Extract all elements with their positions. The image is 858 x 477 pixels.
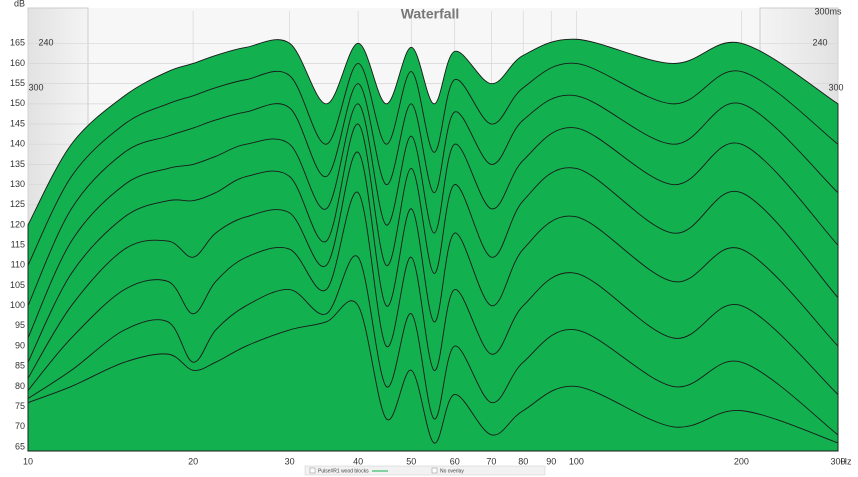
x-tick-label: 90 [546, 456, 556, 466]
y-tick-label: 140 [10, 139, 25, 149]
y-tick-label: 150 [10, 98, 25, 108]
y-tick-label: 90 [15, 340, 25, 350]
y-tick-label: 105 [10, 280, 25, 290]
x-tick-label: 50 [406, 456, 416, 466]
legend-item: No overlay [440, 468, 464, 474]
x-tick-label: 20 [188, 456, 198, 466]
waterfall-slice [27, 300, 839, 452]
y-tick-label: 95 [15, 320, 25, 330]
x-tick-label: 100 [569, 456, 584, 466]
time-label: 300ms [814, 6, 842, 16]
legend-checkbox[interactable] [431, 467, 438, 474]
y-tick-label: 85 [15, 361, 25, 371]
x-tick-label: 60 [450, 456, 460, 466]
x-tick-label: 80 [518, 456, 528, 466]
time-label: 240 [38, 37, 53, 47]
x-tick-label: 10 [23, 456, 33, 466]
slices [27, 38, 839, 452]
time-label: 300 [28, 82, 43, 92]
legend-checkbox[interactable] [309, 467, 316, 474]
time-label: 240 [812, 37, 827, 47]
x-tick-label: 200 [734, 456, 749, 466]
y-tick-label: 110 [11, 260, 25, 270]
y-tick-label: 165 [10, 38, 25, 48]
y-tick-label: 120 [10, 219, 25, 229]
x-tick-label: 300 [830, 456, 845, 466]
y-tick-label: 115 [11, 240, 25, 250]
x-tick-label: 30 [285, 456, 295, 466]
y-tick-label: 80 [15, 381, 25, 391]
y-tick-label: 160 [10, 58, 25, 68]
y-tick-label: 100 [10, 300, 25, 310]
y-tick-label: 75 [15, 401, 25, 411]
chart-title: Waterfall [401, 6, 460, 22]
x-axis-label: Hz [841, 456, 852, 466]
y-tick-label: 125 [10, 199, 25, 209]
x-tick-label: 40 [353, 456, 363, 466]
time-label: 300 [828, 82, 843, 92]
legend [304, 465, 546, 476]
legend-item: Pulse#R1 wood blocks [318, 468, 369, 474]
y-tick-label: 130 [10, 179, 25, 189]
y-tick-label: 65 [15, 441, 25, 451]
y-tick-label: 135 [10, 159, 25, 169]
x-tick-label: 70 [486, 456, 496, 466]
y-tick-label: 145 [10, 118, 25, 128]
y-axis-label: dB [14, 0, 25, 8]
y-tick-label: 70 [15, 421, 25, 431]
y-tick-label: 155 [10, 78, 25, 88]
